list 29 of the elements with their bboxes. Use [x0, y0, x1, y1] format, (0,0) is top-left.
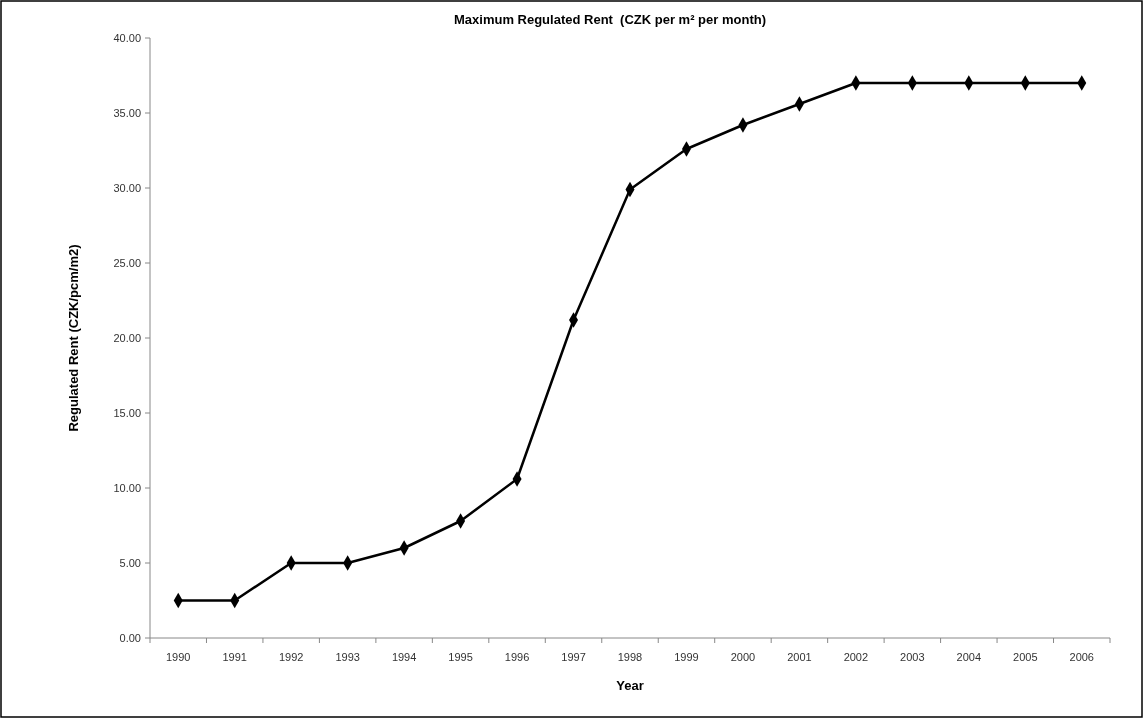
y-tick-label: 30.00 — [113, 181, 141, 194]
y-tick-label: 0.00 — [119, 631, 141, 644]
y-axis-title: Regulated Rent (CZK/pcm/m2) — [66, 244, 81, 432]
x-tick-label: 1998 — [617, 651, 643, 663]
x-tick-label: 2000 — [730, 651, 756, 663]
x-tick-label: 1999 — [674, 651, 699, 663]
x-tick-label: 1993 — [335, 651, 360, 663]
x-tick-label: 1991 — [222, 651, 247, 663]
x-tick-label: 1995 — [448, 651, 473, 663]
y-tick-label: 15.00 — [113, 406, 141, 419]
y-tick-label: 10.00 — [113, 481, 141, 494]
x-tick-label: 1996 — [504, 651, 530, 663]
x-tick-label: 2004 — [956, 651, 982, 663]
y-tick-label: 40.00 — [113, 31, 141, 44]
chart-title: Maximum Regulated Rent (CZK per m² per month) — [453, 12, 767, 27]
y-tick-label: 35.00 — [113, 106, 141, 119]
x-axis-title: Year — [616, 678, 644, 693]
y-tick-label: 25.00 — [113, 256, 141, 269]
x-tick-label: 2003 — [900, 651, 925, 663]
x-tick-label: 2006 — [1069, 651, 1095, 663]
x-tick-label: 2002 — [843, 651, 869, 663]
y-tick-label: 20.00 — [113, 331, 141, 344]
y-tick-label: 5.00 — [119, 556, 141, 569]
x-tick-label: 1990 — [165, 651, 191, 663]
x-tick-label: 1994 — [391, 651, 417, 663]
x-tick-label: 1997 — [561, 651, 586, 663]
x-tick-label: 1992 — [278, 651, 304, 663]
x-tick-label: 2005 — [1013, 651, 1038, 663]
x-tick-label: 2001 — [787, 651, 812, 663]
